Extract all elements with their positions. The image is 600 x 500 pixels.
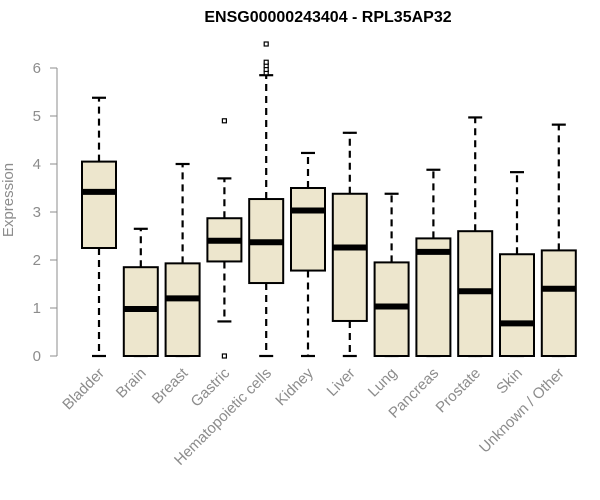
box-iqr <box>81 160 117 250</box>
outlier-point <box>263 41 269 47</box>
y-axis-label: Expression <box>0 163 17 237</box>
outlier-point <box>221 118 227 124</box>
x-category-label: Skin <box>493 365 526 398</box>
x-category-label: Bladder <box>59 365 108 414</box>
box-group <box>499 171 535 358</box>
y-tick-label: 0 <box>33 348 41 365</box>
x-category-label: Liver <box>324 365 359 400</box>
box-group <box>206 118 243 359</box>
y-tick-label: 2 <box>33 252 41 269</box>
box-group <box>122 227 159 358</box>
boxes-layer <box>81 41 577 359</box>
box-iqr <box>499 253 535 358</box>
box-group <box>81 96 117 358</box>
y-tick-label: 1 <box>33 300 41 317</box>
box-iqr <box>415 237 452 357</box>
x-category-label: Breast <box>149 364 192 407</box>
box-group <box>540 123 577 358</box>
x-category-label: Prostate <box>432 365 484 417</box>
x-category-label: Kidney <box>272 364 317 409</box>
x-category-label: Brain <box>113 365 150 402</box>
box-iqr <box>290 187 326 272</box>
box-group <box>373 192 410 358</box>
box-iqr <box>164 262 201 357</box>
chart-title: ENSG00000243404 - RPL35AP32 <box>204 9 451 26</box>
y-tick-label: 3 <box>33 204 41 221</box>
y-axis: 0 1 2 3 4 5 6 <box>33 60 58 365</box>
box-group <box>290 151 326 358</box>
outlier-point <box>221 353 227 359</box>
box-group <box>164 162 201 358</box>
box-group <box>415 168 452 358</box>
y-tick-label: 6 <box>33 60 41 77</box>
y-tick-label: 5 <box>33 108 41 125</box>
y-tick-label: 4 <box>33 156 41 173</box>
x-category-label: Lung <box>365 365 401 401</box>
box-group <box>248 41 285 358</box>
box-group <box>331 131 368 358</box>
outlier-point <box>263 59 269 65</box>
box-iqr <box>331 192 368 322</box>
box-iqr <box>540 249 577 357</box>
box-group <box>457 116 494 358</box>
